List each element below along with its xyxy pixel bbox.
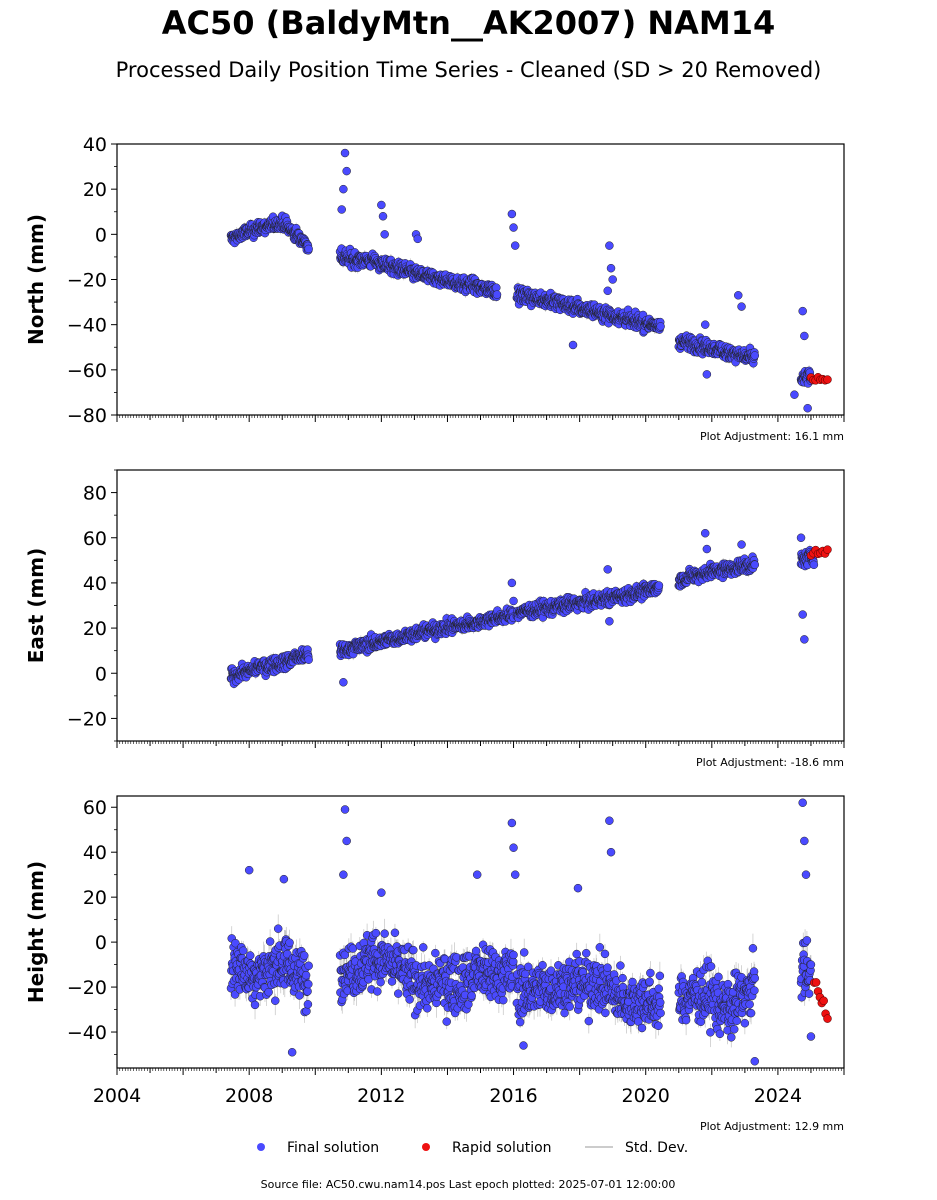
north-final-point (509, 223, 518, 232)
north-final-point (510, 241, 520, 250)
north-final-point (700, 320, 710, 329)
north-ytick-label: −20 (67, 270, 107, 292)
north-plot-adjustment: Plot Adjustment: 16.1 mm (700, 430, 844, 443)
east-final-point (304, 655, 313, 664)
north-final-point (378, 212, 388, 221)
chart-title: AC50 (BaldyMtn__AK2007) NAM14 (161, 4, 776, 42)
north-final-point (568, 340, 578, 350)
north-final-point (339, 184, 348, 194)
north-final-point (606, 263, 616, 273)
north-final-point (492, 290, 502, 299)
north-final-point (737, 302, 746, 311)
north-final-point (750, 351, 760, 360)
east-final-points (226, 528, 819, 688)
north-rapid-points (806, 373, 832, 385)
north-final-point (340, 148, 350, 158)
north-final-point (304, 244, 313, 254)
north-final-point (798, 306, 807, 316)
north-final-point (603, 286, 612, 296)
north-final-point (377, 200, 386, 210)
north-ytick-label: 0 (95, 224, 107, 246)
north-final-point (342, 166, 351, 176)
north-final-point (608, 275, 617, 284)
north-ytick-label: 20 (83, 179, 107, 201)
north-ytick-label: −80 (67, 405, 107, 427)
north-final-point (413, 234, 422, 244)
north-final-point (734, 291, 743, 300)
north-axes-frame (116, 143, 845, 416)
north-final-point (656, 322, 665, 331)
north-ytick-label: −60 (67, 360, 107, 382)
north-rapid-point (823, 375, 832, 384)
north-final-point (605, 241, 614, 250)
north-final-point (803, 403, 812, 413)
north-ylabel: North (mm) (24, 214, 48, 345)
north-final-point (702, 370, 712, 379)
north-final-point (507, 209, 517, 219)
north-plot-area (226, 148, 832, 413)
north-final-point (790, 390, 799, 399)
north-final-point (380, 230, 389, 239)
north-final-points (226, 148, 816, 413)
east-plot-area (226, 528, 832, 690)
chart-subtitle: Processed Daily Position Time Series - C… (115, 58, 822, 82)
north-ytick-label: −40 (67, 315, 107, 337)
north-final-point (337, 205, 346, 214)
north-ytick-label: 40 (83, 134, 107, 156)
north-panel: 40 20 0 −20 −40 −60 −80 North (mm) Plot Adjustme… (24, 134, 845, 443)
north-final-point (800, 331, 809, 341)
